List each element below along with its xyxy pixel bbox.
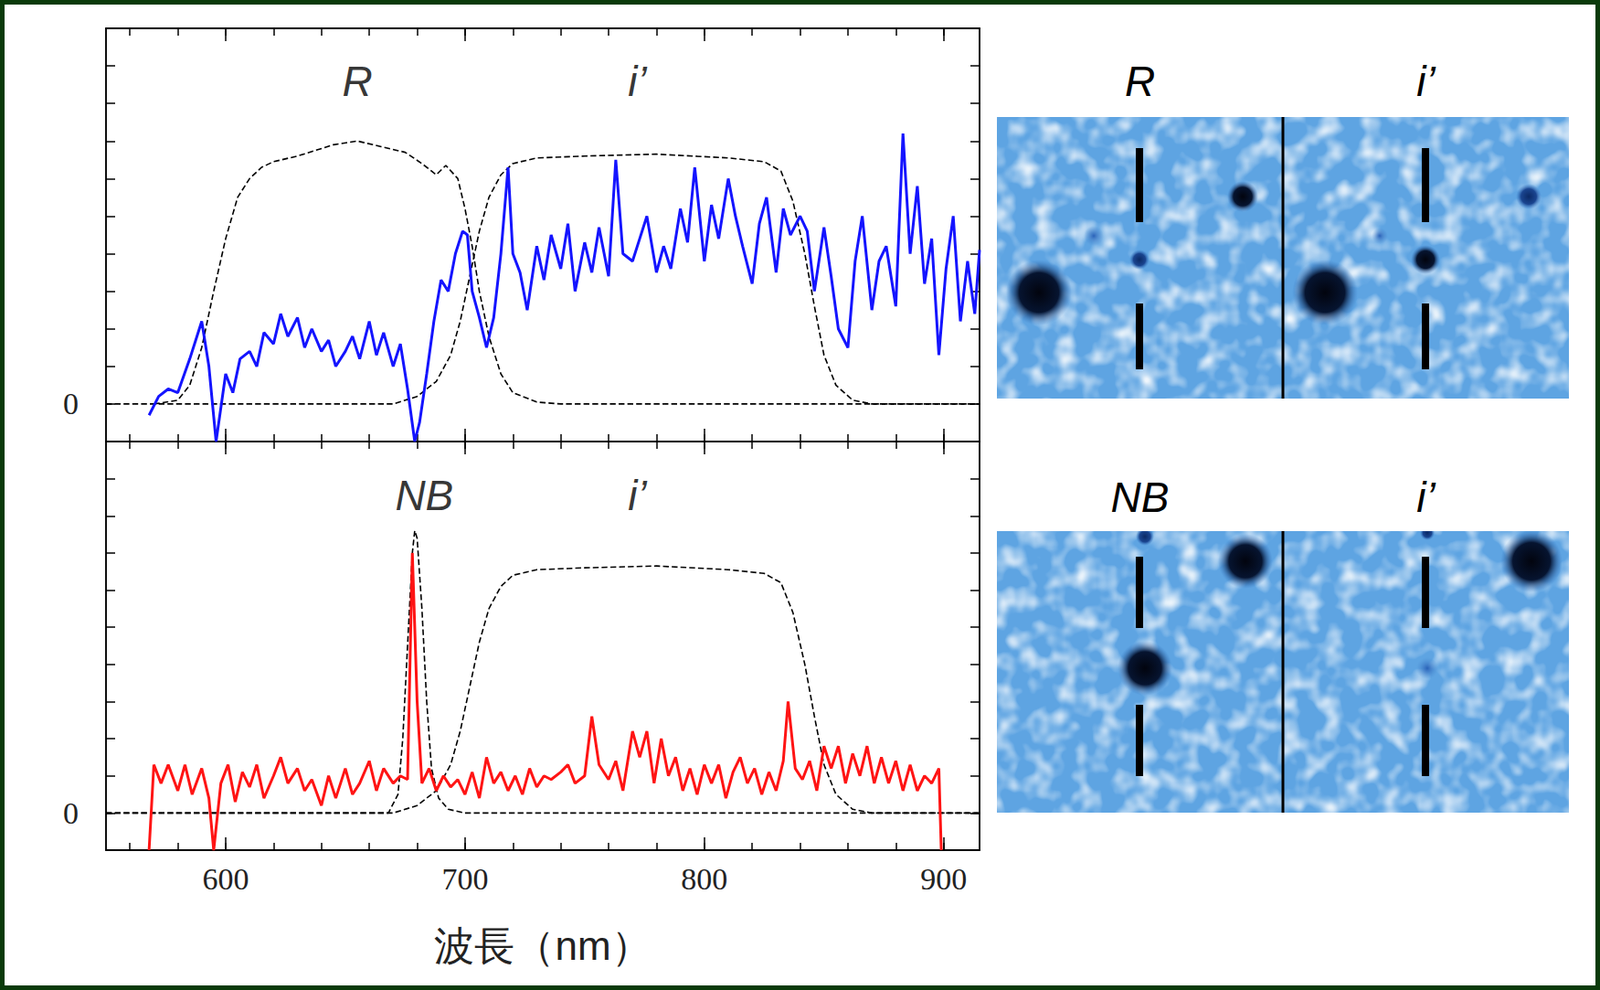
svg-text:600: 600 (201, 861, 249, 896)
svg-text:i’: i’ (627, 57, 647, 106)
svg-text:R: R (341, 57, 372, 106)
svg-text:NB: NB (1111, 473, 1170, 521)
svg-text:波長（nm）: 波長（nm） (434, 922, 651, 968)
svg-text:700: 700 (441, 861, 488, 896)
svg-text:i’: i’ (627, 471, 647, 520)
svg-text:0: 0 (63, 386, 79, 421)
svg-text:0: 0 (63, 795, 79, 830)
svg-text:800: 800 (680, 861, 728, 896)
svg-text:i’: i’ (1416, 473, 1436, 521)
svg-text:NB: NB (394, 471, 454, 520)
svg-text:900: 900 (920, 861, 967, 896)
svg-text:R: R (1124, 57, 1155, 106)
svg-text:i’: i’ (1416, 57, 1436, 106)
